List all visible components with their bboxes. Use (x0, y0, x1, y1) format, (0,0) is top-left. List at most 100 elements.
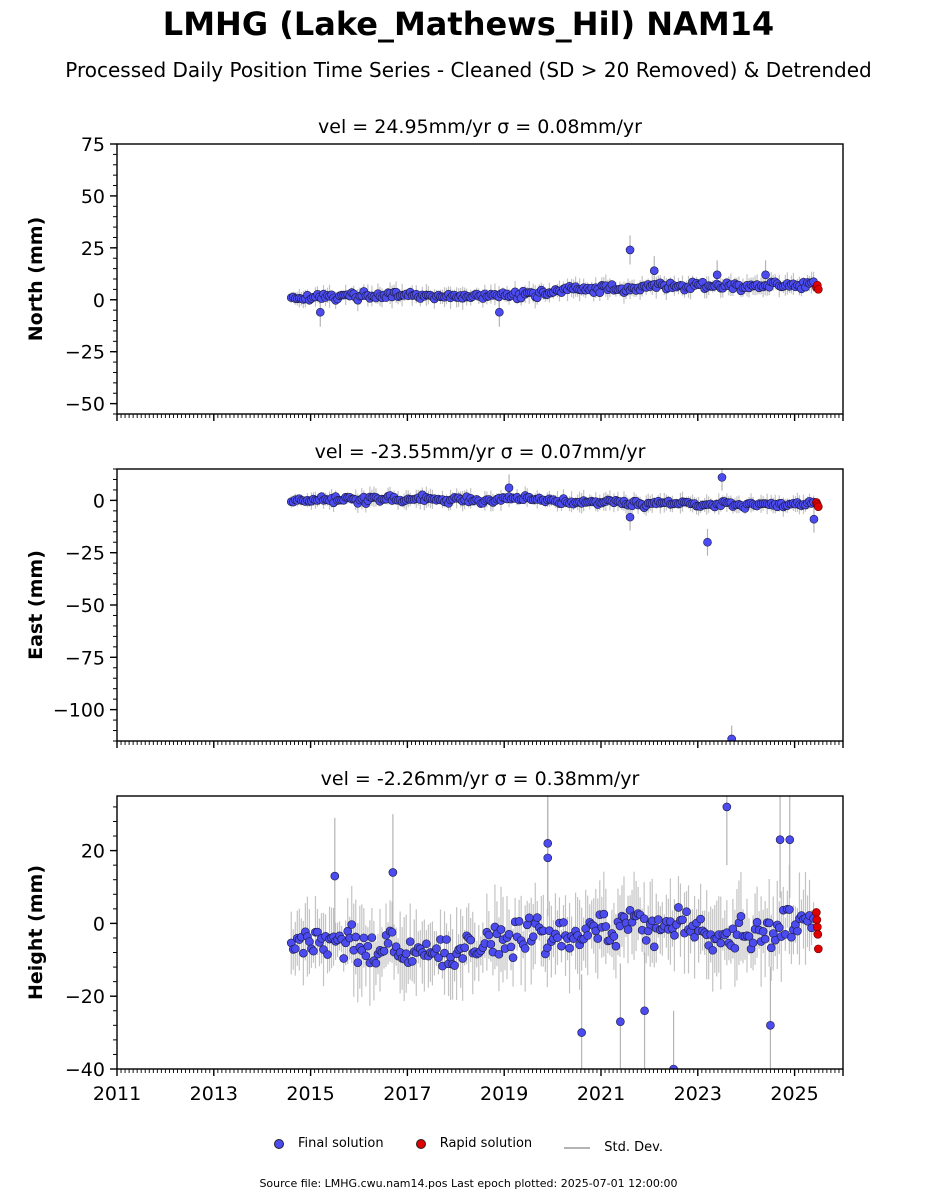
final-point-outlier (761, 270, 770, 280)
panel-north: vel = 24.95mm/yr σ = 0.08mm/yr North (mm)… (25, 116, 844, 421)
final-point (728, 924, 738, 934)
ytick-label: −20 (65, 986, 105, 1008)
final-point (543, 943, 552, 953)
data-height (286, 796, 823, 1069)
final-point (422, 939, 431, 949)
xtick-label: 2011 (93, 1083, 141, 1105)
final-point (508, 953, 518, 962)
final-point (559, 918, 568, 927)
final-point (506, 942, 516, 952)
final-point-outlier (727, 734, 736, 741)
final-point-outlier (625, 245, 635, 255)
final-point (371, 958, 381, 968)
final-point (696, 914, 705, 924)
legend-final-marker (273, 1138, 284, 1149)
final-point (674, 903, 683, 912)
ytick-label: 0 (93, 913, 105, 935)
final-point-outlier (722, 802, 732, 812)
final-point (670, 931, 679, 940)
final-point (383, 939, 393, 948)
ytick-label: −75 (65, 647, 105, 669)
final-point (299, 948, 308, 958)
final-point (305, 937, 314, 946)
rapid-point (814, 502, 823, 511)
panel-height: vel = -2.26mm/yr σ = 0.38mm/yr Height (mm… (25, 768, 844, 1105)
final-point (367, 933, 377, 942)
legend-item-final: Final solution (273, 1136, 384, 1151)
final-point (653, 915, 663, 924)
final-point-outlier (640, 1006, 649, 1016)
final-point (609, 932, 619, 941)
final-point-outlier (543, 839, 553, 848)
final-points-north (286, 245, 818, 317)
final-points-height (286, 802, 818, 1069)
final-point (524, 913, 534, 923)
data-east (286, 469, 823, 741)
final-point (309, 946, 318, 956)
rapid-point (814, 944, 823, 954)
final-point (504, 929, 514, 939)
ytick-label: −50 (65, 394, 105, 416)
rapid-point (812, 915, 822, 925)
final-point (760, 934, 770, 944)
final-point-outlier (712, 270, 722, 280)
final-point (764, 918, 774, 928)
final-point (401, 949, 411, 959)
final-point (466, 935, 476, 945)
panel-east: vel = -23.55mm/yr σ = 0.07mm/yr East (mm)… (25, 441, 844, 748)
final-point-outlier (775, 835, 785, 844)
ytick-label: 50 (81, 186, 105, 208)
final-point (363, 941, 373, 951)
final-point (785, 905, 794, 914)
panel-title-height: vel = -2.26mm/yr σ = 0.38mm/yr (321, 768, 640, 790)
plot-frame-north (116, 143, 844, 415)
final-point (649, 942, 659, 952)
final-point-outlier (315, 307, 325, 317)
final-point (611, 941, 621, 951)
final-point-outlier (543, 853, 553, 863)
final-point (450, 961, 459, 970)
xtick-label: 2021 (577, 1083, 625, 1105)
ytick-label: 0 (93, 290, 105, 312)
ylabel-north: North (mm) (25, 217, 47, 342)
final-point-outlier (809, 514, 819, 524)
xtick-label: 2013 (190, 1083, 238, 1105)
final-point-outlier (625, 512, 635, 522)
final-point-outlier (766, 1021, 775, 1030)
final-point (690, 932, 699, 942)
final-point (434, 953, 443, 962)
final-point (520, 944, 530, 953)
final-point-outlier (717, 473, 727, 482)
ytick-label: −50 (65, 595, 105, 617)
ytick-label: 20 (81, 841, 105, 863)
rapid-point (813, 930, 823, 939)
final-point-outlier (388, 868, 398, 877)
ylabel-height: Height (mm) (25, 865, 47, 1000)
xtick-label: 2025 (770, 1083, 818, 1105)
figure-subtitle: Processed Daily Position Time Series - C… (65, 58, 872, 82)
final-point (595, 288, 605, 297)
final-point (496, 925, 506, 934)
final-point (722, 928, 732, 937)
final-point (323, 950, 332, 959)
legend-rapid-marker (415, 1138, 426, 1149)
final-point-outlier (649, 266, 659, 275)
final-point-outlier (577, 1028, 586, 1037)
final-point (557, 941, 566, 951)
final-point (359, 933, 369, 943)
legend-item-rapid: Rapid solution (415, 1136, 532, 1151)
final-point-outlier (495, 307, 504, 317)
final-point (432, 944, 441, 953)
final-point (593, 934, 603, 943)
ytick-label: 0 (93, 490, 105, 512)
final-point (599, 909, 609, 919)
figure-title: LMHG (Lake_Mathews_Hil) NAM14 (162, 5, 775, 43)
xtick-label: 2019 (480, 1083, 528, 1105)
source-note: Source file: LMHG.cwu.nam14.pos Last epo… (259, 1177, 678, 1190)
final-point (387, 927, 397, 937)
rapid-point (812, 908, 821, 917)
legend: Final solution Rapid solution Std. Dev. (0, 1136, 937, 1155)
panel-title-east: vel = -23.55mm/yr σ = 0.07mm/yr (315, 441, 646, 463)
